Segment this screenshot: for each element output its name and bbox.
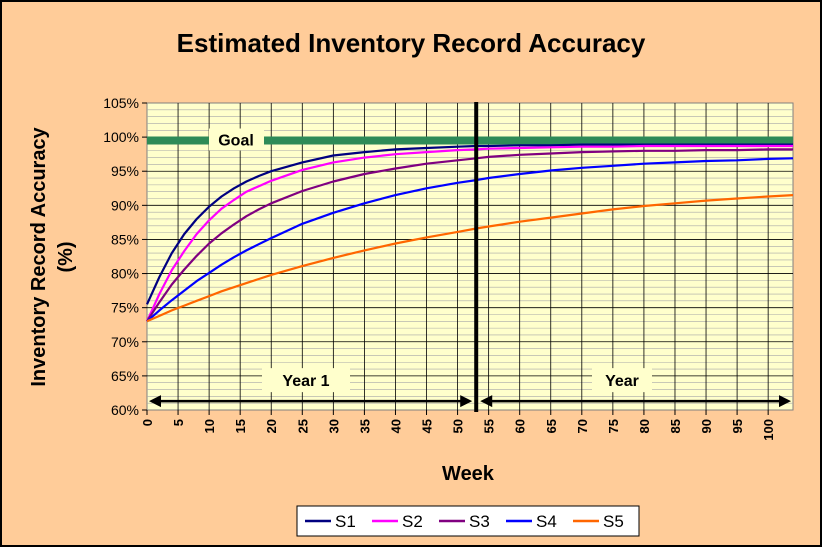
x-axis-title: Week — [442, 463, 495, 485]
plot-area — [146, 102, 794, 411]
annotation-arrow-head — [460, 395, 473, 408]
x-tick-label: 100 — [761, 419, 776, 441]
annotation-arrow-head — [149, 395, 161, 408]
x-tick-label: 40 — [388, 419, 403, 433]
x-tick-label: 60 — [513, 419, 528, 433]
x-tick-label: 5 — [171, 419, 186, 426]
legend-label-s4: S4 — [536, 512, 557, 531]
x-tick-label: 45 — [420, 419, 435, 433]
x-tick-label: 50 — [451, 419, 466, 433]
y-tick-label: 90% — [111, 197, 139, 213]
series-line-s1 — [145, 143, 793, 305]
y-tick-label: 65% — [111, 368, 139, 384]
legend-label-s2: S2 — [402, 512, 423, 531]
x-tick-label: 75 — [606, 419, 621, 433]
y-axis-title-line1: Inventory Record Accuracy — [28, 126, 50, 386]
legend-label-s1: S1 — [335, 512, 356, 531]
goal-line: Goal — [147, 128, 793, 151]
x-tick-label: 25 — [295, 419, 310, 433]
series-line-s2 — [145, 144, 793, 322]
year-annotations: Year 1 Year — [149, 368, 791, 408]
goal-label-bg — [209, 128, 264, 151]
x-tick-label: 85 — [668, 419, 683, 433]
y-tick-label: 85% — [111, 231, 139, 247]
x-tick-label: 80 — [637, 419, 652, 433]
x-tick-label: 65 — [544, 419, 559, 433]
y-tick-label: 75% — [111, 300, 139, 316]
legend-label-s3: S3 — [469, 512, 490, 531]
x-tick-label: 70 — [575, 419, 590, 433]
series-line-s4 — [146, 157, 794, 323]
series-line-s3 — [146, 148, 793, 322]
x-tick-label: 55 — [482, 419, 497, 433]
x-tick-label: 15 — [233, 419, 248, 433]
y-tick-label: 100% — [103, 129, 139, 145]
y-tick-label: 105% — [103, 95, 139, 111]
y-tick-label: 80% — [111, 266, 139, 282]
y-tick-label: 60% — [111, 402, 139, 418]
chart-title: Estimated Inventory Record Accuracy — [177, 28, 646, 58]
x-tick-label: 90 — [699, 419, 714, 433]
legend: S1 S2 S3 S4 S5 — [305, 512, 624, 531]
annotation-label-bg — [262, 368, 350, 393]
y-axis-ticks: 60% 65% 70% 75% 80% 85% 90% 95% 100% 105% — [103, 95, 147, 418]
series-lines — [145, 143, 794, 323]
x-tick-label: 35 — [357, 419, 372, 433]
legend-label-s5: S5 — [603, 512, 624, 531]
annotation-label: Year 1 — [282, 373, 329, 390]
x-tick-label: 0 — [140, 419, 155, 426]
series-line-s5 — [146, 194, 794, 323]
annotation-label-bg — [592, 368, 652, 393]
y-axis-title-line2: (%) — [55, 241, 77, 272]
annotation-arrow-head — [779, 395, 791, 408]
x-tick-label: 20 — [264, 419, 279, 433]
x-tick-label: 30 — [326, 419, 341, 433]
goal-label: Goal — [218, 133, 254, 150]
annotation-label: Year — [605, 373, 639, 390]
y-tick-label: 70% — [111, 334, 139, 350]
annotation-arrow-head — [480, 395, 493, 408]
x-axis-ticks: 0 5 10 15 20 25 30 35 40 45 50 55 60 65 70 75 80 85 90 95 10… — [140, 410, 776, 441]
y-tick-label: 95% — [111, 163, 139, 179]
x-tick-label: 95 — [730, 419, 745, 433]
x-tick-label: 10 — [202, 419, 217, 433]
grid-lines — [147, 103, 793, 410]
